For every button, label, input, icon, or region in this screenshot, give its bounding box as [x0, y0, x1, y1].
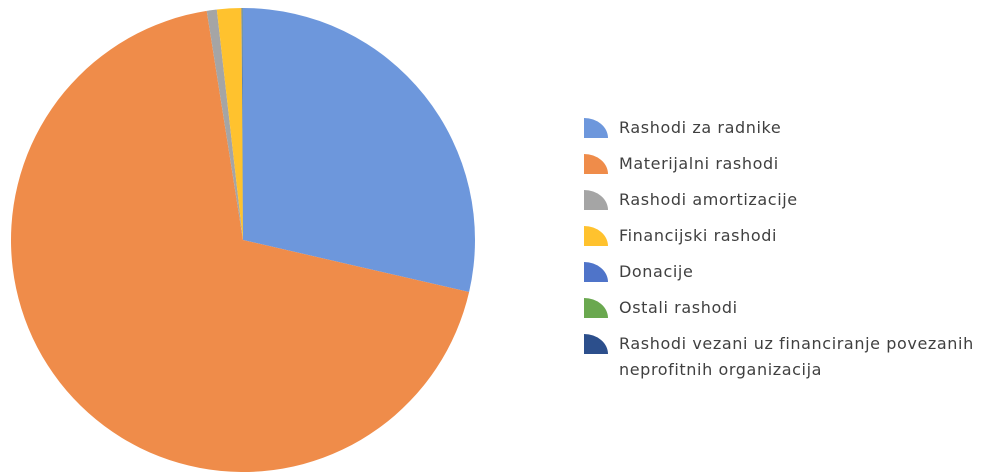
legend-swatch-shape — [584, 334, 608, 354]
pie — [11, 8, 476, 472]
legend-item: Donacije — [583, 259, 988, 285]
legend-label: Donacije — [619, 262, 694, 281]
pie-slice — [242, 8, 243, 240]
legend-swatch — [584, 262, 608, 282]
legend-swatch-shape — [584, 298, 608, 318]
legend-swatch — [584, 118, 608, 138]
legend-swatch-shape — [584, 154, 608, 174]
legend-label: Materijalni rashodi — [619, 154, 779, 173]
legend-swatch — [584, 154, 608, 174]
legend-item: Financijski rashodi — [583, 223, 988, 249]
pie-slice — [206, 9, 243, 240]
legend-item: Rashodi amortizacije — [583, 187, 988, 213]
pie-slice — [243, 8, 476, 293]
legend-swatch-shape — [584, 190, 608, 210]
legend-item: Materijalni rashodi — [583, 151, 988, 177]
legend-label: Financijski rashodi — [619, 226, 778, 245]
legend-item: Rashodi vezani uz financiranje povezanih… — [583, 331, 988, 383]
legend-item: Ostali rashodi — [583, 295, 988, 321]
legend-swatch-shape — [584, 226, 608, 246]
legend-swatch — [584, 190, 608, 210]
legend-swatch — [584, 334, 608, 354]
legend-swatch-shape — [584, 262, 608, 282]
legend-label: Rashodi za radnike — [619, 118, 782, 137]
legend: Rashodi za radnike Materijalni rashodi Ras… — [583, 115, 988, 393]
pie-slice — [216, 8, 243, 241]
legend-label: Rashodi amortizacije — [619, 190, 798, 209]
legend-swatch — [584, 298, 608, 318]
legend-swatch — [584, 226, 608, 246]
legend-item: Rashodi za radnike — [583, 115, 988, 141]
legend-swatch-shape — [584, 118, 608, 138]
pie-slice — [11, 10, 470, 472]
legend-label: Ostali rashodi — [619, 298, 738, 317]
pie-slice — [241, 8, 243, 240]
legend-label: Rashodi vezani uz financiranje povezanih… — [619, 334, 974, 379]
